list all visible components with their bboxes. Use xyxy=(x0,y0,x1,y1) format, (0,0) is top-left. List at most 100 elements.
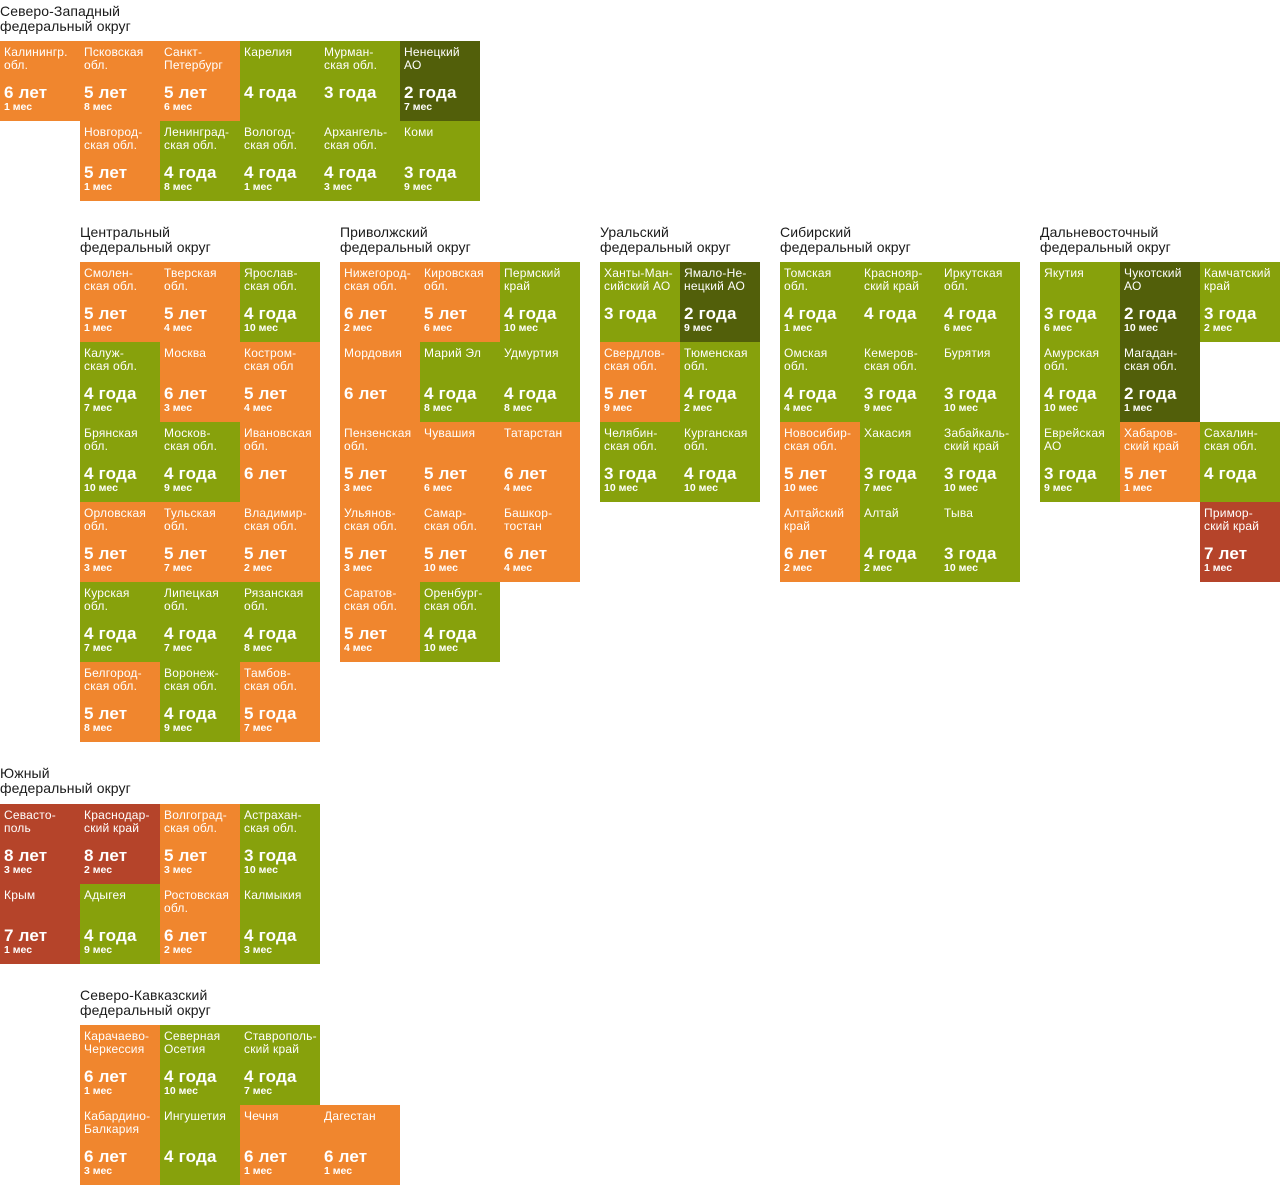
region-term-years: 4 года xyxy=(324,163,377,182)
region-term-years: 4 года xyxy=(944,304,997,323)
district-title-line: Дальневосточный xyxy=(1040,224,1159,240)
region-term-months: 10 мес xyxy=(684,482,718,494)
region-tile: Калуж- ская обл. 4 года 7 мес xyxy=(80,342,160,422)
region-term-months: 6 мес xyxy=(164,101,193,113)
region-term-years: 3 года xyxy=(604,464,657,483)
region-tile: Забайкаль- ский край 3 года 10 мес xyxy=(940,422,1020,502)
region-term-years: 4 года xyxy=(684,384,737,403)
district-title-line: федеральный округ xyxy=(340,239,471,255)
region-tile: Тюменская обл. 4 года 2 мес xyxy=(680,342,760,422)
region-name: Удмуртия xyxy=(504,346,559,360)
region-term-years: 4 года xyxy=(244,1067,297,1086)
region-name: Волгоград- ская обл. xyxy=(164,808,227,835)
region-term-years: 6 лет xyxy=(84,1067,128,1086)
region-term-months: 9 мес xyxy=(164,722,193,734)
region-term-months: 8 мес xyxy=(84,101,113,113)
region-name: Кабардино- Балкария xyxy=(84,1109,151,1136)
region-term-years: 5 лет xyxy=(604,384,648,403)
region-term-years: 4 года xyxy=(164,1147,217,1166)
region-term-months: 7 мес xyxy=(404,101,433,113)
region-tile: Ульянов- ская обл. 5 лет 3 мес xyxy=(340,502,420,582)
region-name: Бурятия xyxy=(944,346,991,360)
region-term-years: 4 года xyxy=(424,624,477,643)
district-title-line: федеральный округ xyxy=(1040,239,1171,255)
region-term-months: 9 мес xyxy=(84,944,113,956)
district-title-line: федеральный округ xyxy=(0,18,131,34)
region-term-months: 3 мес xyxy=(244,944,273,956)
region-term-years: 5 лет xyxy=(164,846,208,865)
region-term-months: 10 мес xyxy=(84,482,118,494)
district-title-line: федеральный округ xyxy=(80,1002,211,1018)
region-term-months: 7 мес xyxy=(84,642,113,654)
region-tile: Удмуртия 4 года 8 мес xyxy=(500,342,580,422)
region-name: Ставрополь- ский край xyxy=(244,1029,317,1056)
region-tile: Краснояр- ский край 4 года xyxy=(860,262,940,342)
region-term-years: 6 лет xyxy=(164,926,208,945)
region-term-years: 8 лет xyxy=(4,846,48,865)
region-name: Марий Эл xyxy=(424,346,482,360)
region-name: Хабаров- ский край xyxy=(1124,426,1180,453)
region-tile: Кабардино- Балкария 6 лет 3 мес xyxy=(80,1105,160,1185)
region-term-years: 4 года xyxy=(504,384,557,403)
region-tile: Алтай 4 года 2 мес xyxy=(860,502,940,582)
region-tile: Хабаров- ский край 5 лет 1 мес xyxy=(1120,422,1200,502)
region-term-months: 1 мес xyxy=(4,101,33,113)
region-tile: Пензенская обл. 5 лет 3 мес xyxy=(340,422,420,502)
region-name: Ивановская обл. xyxy=(244,426,312,453)
region-name: Ульянов- ская обл. xyxy=(344,506,398,533)
region-term-years: 3 года xyxy=(864,464,917,483)
region-tile: Чечня 6 лет 1 мес xyxy=(240,1105,320,1185)
region-term-months: 9 мес xyxy=(1044,482,1073,494)
region-term-months: 1 мес xyxy=(1124,402,1153,414)
region-term-months: 1 мес xyxy=(84,181,113,193)
region-tile: Новгород- ская обл. 5 лет 1 мес xyxy=(80,121,160,201)
region-term-years: 5 лет xyxy=(344,624,388,643)
region-tile: Воронеж- ская обл. 4 года 9 мес xyxy=(160,662,240,742)
region-tile: Москва 6 лет 3 мес xyxy=(160,342,240,422)
region-term-years: 5 лет xyxy=(84,163,128,182)
region-name: Еврейская АО xyxy=(1044,426,1105,453)
region-name: Рязанская обл. xyxy=(244,586,304,613)
region-tile: Краснодар- ский край 8 лет 2 мес xyxy=(80,804,160,884)
region-tile: Тверская обл. 5 лет 4 мес xyxy=(160,262,240,342)
region-term-years: 4 года xyxy=(864,304,917,323)
region-tile: Башкор- тостан 6 лет 4 мес xyxy=(500,502,580,582)
region-term-months: 4 мес xyxy=(784,402,813,414)
region-name: Тюменская обл. xyxy=(684,346,748,373)
region-term-months: 10 мес xyxy=(604,482,638,494)
region-tile: Коми 3 года 9 мес xyxy=(400,121,480,201)
region-tile: Астрахан- ская обл. 3 года 10 мес xyxy=(240,804,320,884)
region-name: Коми xyxy=(404,125,434,139)
district-title-line: Приволжский xyxy=(340,224,428,240)
region-name: Новгород- ская обл. xyxy=(84,125,143,152)
region-term-months: 1 мес xyxy=(244,1165,273,1177)
district-title-fe: Дальневосточный федеральный округ xyxy=(1040,225,1171,255)
region-term-months: 9 мес xyxy=(404,181,433,193)
region-name: Хакасия xyxy=(864,426,912,440)
region-name: Тыва xyxy=(944,506,974,520)
region-term-months: 6 мес xyxy=(424,482,453,494)
region-term-years: 2 года xyxy=(1124,384,1177,403)
region-tile: Смолен- ская обл. 5 лет 1 мес xyxy=(80,262,160,342)
region-term-years: 5 лет xyxy=(344,544,388,563)
region-term-years: 4 года xyxy=(164,163,217,182)
region-term-years: 5 лет xyxy=(84,544,128,563)
region-term-months: 1 мес xyxy=(244,181,273,193)
region-term-months: 9 мес xyxy=(864,402,893,414)
region-term-months: 9 мес xyxy=(684,322,713,334)
region-tile: Орловская обл. 5 лет 3 мес xyxy=(80,502,160,582)
region-name: Северная Осетия xyxy=(164,1029,221,1056)
region-tile: Хакасия 3 года 7 мес xyxy=(860,422,940,502)
region-term-months: 10 мес xyxy=(944,402,978,414)
region-term-years: 6 лет xyxy=(504,544,548,563)
region-term-months: 7 мес xyxy=(164,642,193,654)
region-term-years: 3 года xyxy=(404,163,457,182)
region-name: Калмыкия xyxy=(244,888,302,902)
region-term-years: 4 года xyxy=(1044,384,1097,403)
district-title-line: федеральный округ xyxy=(0,780,131,796)
region-name: Кемеров- ская обл. xyxy=(864,346,918,373)
district-title-line: федеральный округ xyxy=(600,239,731,255)
region-term-months: 1 мес xyxy=(784,322,813,334)
region-name: Башкор- тостан xyxy=(504,506,553,533)
region-term-years: 7 лет xyxy=(1204,544,1248,563)
